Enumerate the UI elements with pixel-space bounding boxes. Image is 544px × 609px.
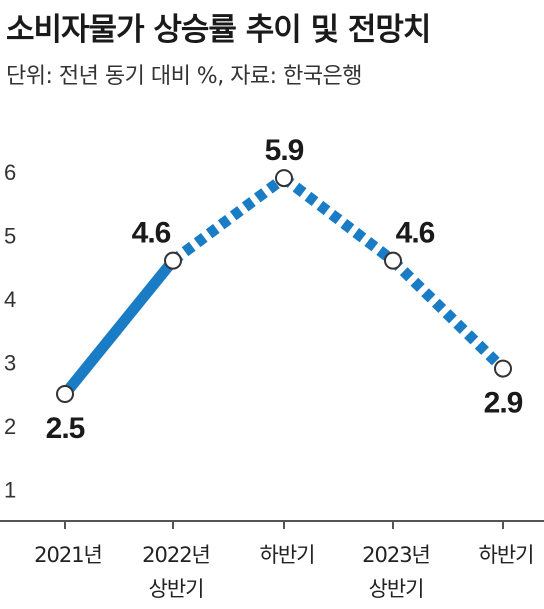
series-segment-dashed	[169, 173, 288, 266]
data-label: 2.9	[484, 387, 523, 420]
data-point-marker	[164, 251, 182, 270]
x-category-label: 상반기	[369, 577, 424, 601]
y-tick-label: 1	[4, 477, 16, 502]
x-category-label: 하반기	[260, 543, 315, 567]
data-point-marker	[56, 385, 74, 403]
data-label: 4.6	[132, 217, 171, 250]
series-segment-solid	[60, 257, 178, 398]
y-tick-label: 3	[4, 350, 16, 375]
data-label: 2.5	[46, 412, 85, 445]
data-point-marker	[275, 169, 293, 188]
data-label: 5.9	[265, 134, 304, 167]
series-segment-dashed	[280, 173, 397, 266]
series-line	[60, 173, 507, 398]
x-category-label: 2022년	[142, 543, 210, 567]
data-markers	[56, 169, 512, 403]
y-tick-label: 6	[4, 160, 16, 185]
x-category-label: 2023년	[362, 543, 430, 567]
data-point-marker	[384, 251, 402, 270]
x-category-label: 하반기	[479, 543, 534, 567]
x-category-label: 상반기	[149, 577, 204, 601]
x-axis	[0, 520, 544, 529]
chart-subtitle: 단위: 전년 동기 대비 %, 자료: 한국은행	[6, 64, 363, 89]
y-axis-ticks: 1 2 3 4 5 6	[4, 160, 16, 503]
y-tick-label: 4	[4, 287, 16, 312]
y-tick-label: 2	[4, 414, 16, 439]
series-segment-dashed	[389, 256, 507, 373]
data-labels: 2.5 4.6 5.9 4.6 2.9	[46, 134, 524, 445]
chart-title: 소비자물가 상승률 추이 및 전망치	[6, 12, 431, 48]
x-category-label: 2021년	[34, 543, 102, 567]
y-tick-label: 5	[4, 223, 16, 248]
data-point-marker	[494, 359, 512, 378]
data-label: 4.6	[396, 217, 435, 250]
